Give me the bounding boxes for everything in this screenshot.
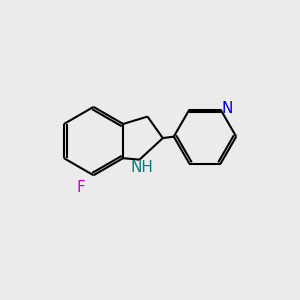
Text: F: F xyxy=(77,180,85,195)
Text: N: N xyxy=(221,100,233,116)
Text: NH: NH xyxy=(130,160,153,175)
